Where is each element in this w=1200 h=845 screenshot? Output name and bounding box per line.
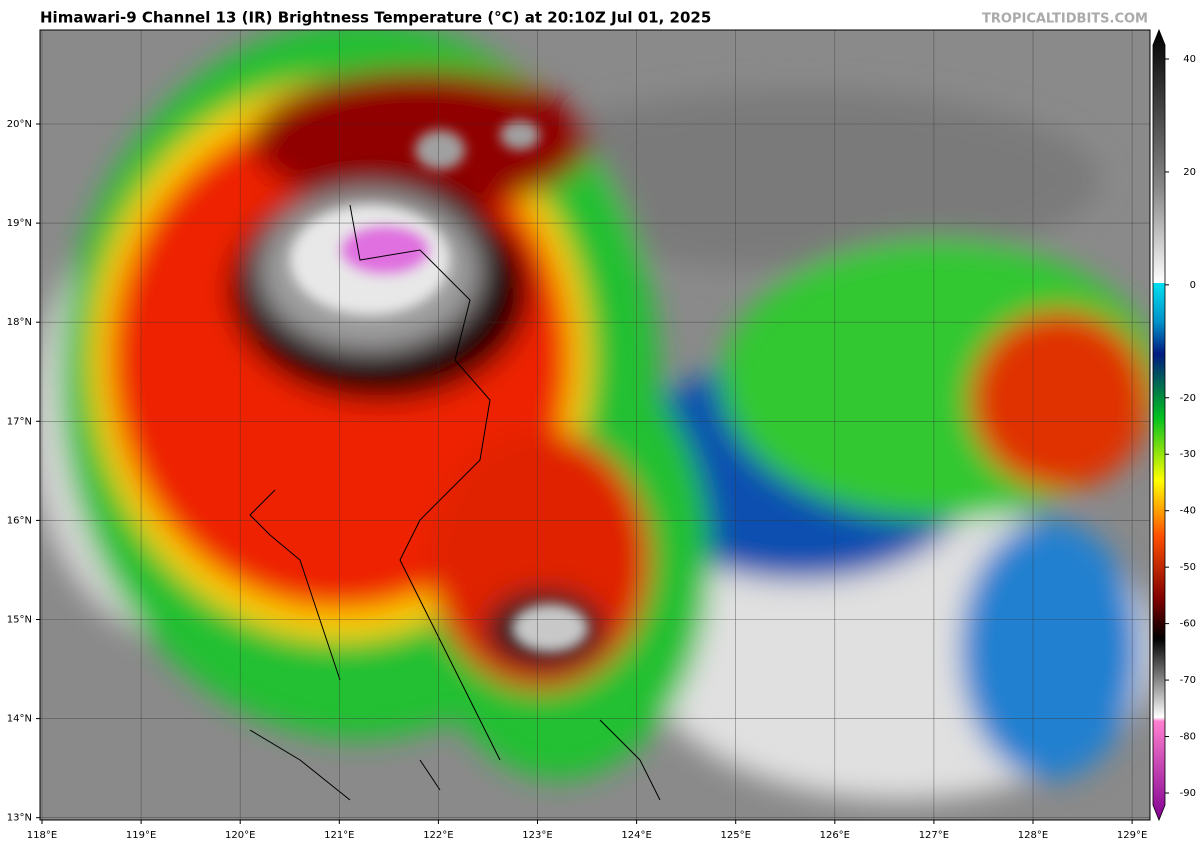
lat-label: 20°N: [7, 119, 32, 130]
lon-label: 119°E: [126, 830, 156, 841]
colorbar-label: 20: [1183, 167, 1196, 178]
colorbar-label: -60: [1180, 619, 1196, 630]
lon-label: 121°E: [324, 830, 354, 841]
lon-label: 120°E: [225, 830, 255, 841]
colorbar-label: -90: [1180, 788, 1196, 799]
lon-label: 123°E: [522, 830, 552, 841]
colorbar-label: -50: [1180, 562, 1196, 573]
graticule: 20°N 19°N 18°N 17°N 16°N 15°N 14°N 13°N 118°E 119…: [7, 30, 1150, 841]
colorbar-label: -80: [1180, 732, 1196, 743]
lon-label: 118°E: [27, 830, 57, 841]
colorbar-label: 40: [1183, 54, 1196, 65]
lon-label: 122°E: [423, 830, 453, 841]
lon-label: 126°E: [820, 830, 850, 841]
colorbar-label: -20: [1180, 393, 1196, 404]
lon-label: 127°E: [919, 830, 949, 841]
lat-label: 19°N: [7, 218, 32, 229]
colorbar-label: -70: [1180, 675, 1196, 686]
title: Himawari-9 Channel 13 (IR) Brightness Te…: [40, 9, 711, 27]
lon-label: 125°E: [720, 830, 750, 841]
colorbar: [1152, 28, 1166, 822]
lon-label: 129°E: [1117, 830, 1147, 841]
colorbar-label: -30: [1180, 449, 1196, 460]
lat-label: 17°N: [7, 416, 32, 427]
lon-label: 128°E: [1018, 830, 1048, 841]
colorbar-ticks: 40 20 0 -20 -30 -40 -50 -60 -70 -80 -90: [1165, 54, 1196, 799]
lon-label: 124°E: [621, 830, 651, 841]
lat-label: 16°N: [7, 515, 32, 526]
lat-label: 14°N: [7, 714, 32, 725]
colorbar-label: 0: [1190, 280, 1196, 291]
lat-label: 15°N: [7, 615, 32, 626]
map-frame: [39, 29, 1151, 821]
colorbar-label: -40: [1180, 506, 1196, 517]
lat-label: 18°N: [7, 317, 32, 328]
watermark: TROPICALTIDBITS.COM: [982, 12, 1148, 27]
lat-label: 13°N: [7, 813, 32, 824]
satellite-imagery: [40, 30, 1150, 820]
